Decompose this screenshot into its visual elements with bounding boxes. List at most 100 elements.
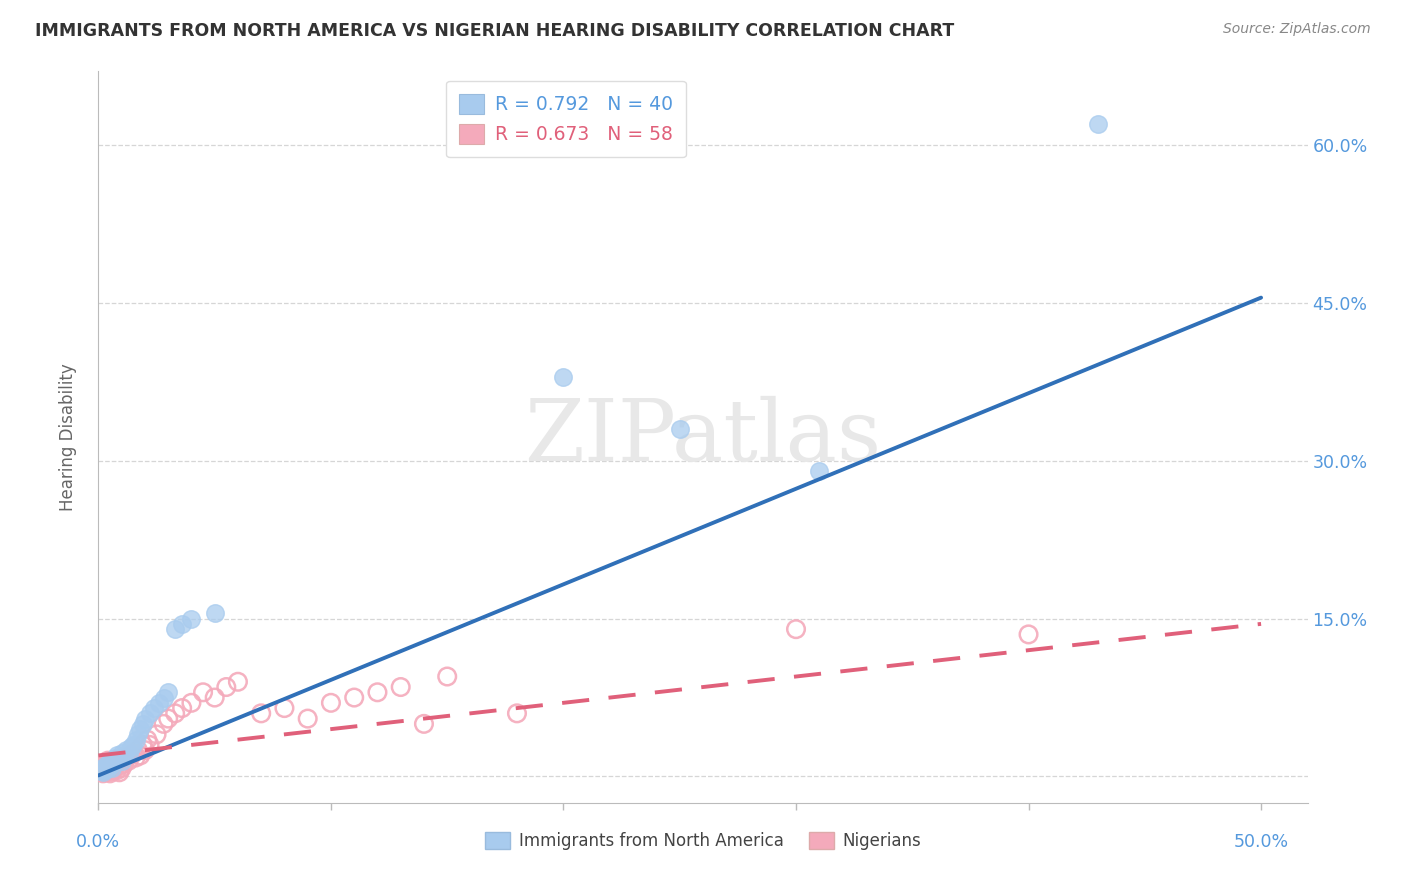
Point	[131, 738, 153, 752]
Point	[131, 717, 153, 731]
Point	[112, 748, 135, 763]
Point	[98, 756, 121, 771]
Point	[111, 754, 134, 768]
Point	[506, 706, 529, 721]
Point	[165, 706, 187, 721]
Point	[138, 738, 160, 752]
Point	[105, 748, 128, 763]
Point	[98, 759, 121, 773]
Point	[101, 756, 124, 771]
Text: IMMIGRANTS FROM NORTH AMERICA VS NIGERIAN HEARING DISABILITY CORRELATION CHART: IMMIGRANTS FROM NORTH AMERICA VS NIGERIA…	[35, 22, 955, 40]
Point	[118, 747, 141, 761]
Point	[226, 674, 249, 689]
Point	[94, 763, 117, 777]
Point	[1087, 117, 1109, 131]
Legend: Immigrants from North America, Nigerians: Immigrants from North America, Nigerians	[478, 825, 928, 856]
Point	[343, 690, 366, 705]
Point	[90, 764, 112, 779]
Point	[366, 685, 388, 699]
Point	[389, 680, 412, 694]
Text: 50.0%: 50.0%	[1233, 833, 1289, 851]
Point	[97, 761, 120, 775]
Point	[553, 369, 575, 384]
Point	[127, 743, 149, 757]
Point	[127, 727, 149, 741]
Point	[250, 706, 273, 721]
Point	[152, 717, 174, 731]
Point	[145, 727, 167, 741]
Point	[97, 756, 120, 771]
Point	[111, 754, 134, 768]
Point	[112, 756, 135, 771]
Point	[436, 669, 458, 683]
Point	[101, 759, 124, 773]
Point	[148, 696, 170, 710]
Point	[98, 766, 121, 780]
Point	[180, 696, 202, 710]
Text: 0.0%: 0.0%	[76, 833, 121, 851]
Point	[94, 765, 117, 780]
Point	[94, 762, 117, 776]
Point	[143, 701, 166, 715]
Point	[101, 764, 124, 779]
Point	[111, 761, 134, 775]
Point	[413, 717, 436, 731]
Point	[108, 750, 131, 764]
Point	[120, 748, 142, 763]
Point	[172, 701, 194, 715]
Point	[97, 761, 120, 775]
Point	[91, 763, 114, 777]
Point	[129, 748, 152, 763]
Point	[157, 685, 180, 699]
Point	[104, 754, 127, 768]
Point	[91, 766, 114, 780]
Point	[180, 612, 202, 626]
Point	[90, 764, 112, 779]
Point	[273, 701, 295, 715]
Point	[785, 622, 807, 636]
Point	[90, 761, 112, 775]
Point	[97, 764, 120, 779]
Point	[97, 754, 120, 768]
Point	[91, 761, 114, 775]
Point	[115, 743, 138, 757]
Point	[157, 712, 180, 726]
Point	[124, 750, 146, 764]
Point	[165, 622, 187, 636]
Point	[191, 685, 214, 699]
Point	[104, 750, 127, 764]
Point	[120, 739, 142, 754]
Point	[152, 690, 174, 705]
Point	[215, 680, 238, 694]
Point	[122, 747, 145, 761]
Point	[111, 747, 134, 761]
Point	[124, 732, 146, 747]
Point	[134, 712, 156, 726]
Point	[108, 765, 131, 780]
Point	[319, 696, 342, 710]
Point	[118, 754, 141, 768]
Point	[1018, 627, 1040, 641]
Point	[108, 759, 131, 773]
Point	[105, 763, 128, 777]
Point	[115, 750, 138, 764]
Point	[94, 759, 117, 773]
Point	[94, 756, 117, 771]
Point	[98, 754, 121, 768]
Point	[91, 759, 114, 773]
Point	[138, 706, 160, 721]
Point	[136, 732, 159, 747]
Text: ZIPatlas: ZIPatlas	[524, 395, 882, 479]
Point	[104, 761, 127, 775]
Point	[129, 722, 152, 736]
Point	[808, 464, 831, 478]
Point	[204, 690, 226, 705]
Point	[134, 743, 156, 757]
Point	[101, 761, 124, 775]
Y-axis label: Hearing Disability: Hearing Disability	[59, 363, 77, 511]
Point	[297, 712, 319, 726]
Point	[668, 422, 690, 436]
Point	[104, 754, 127, 768]
Point	[172, 616, 194, 631]
Point	[122, 738, 145, 752]
